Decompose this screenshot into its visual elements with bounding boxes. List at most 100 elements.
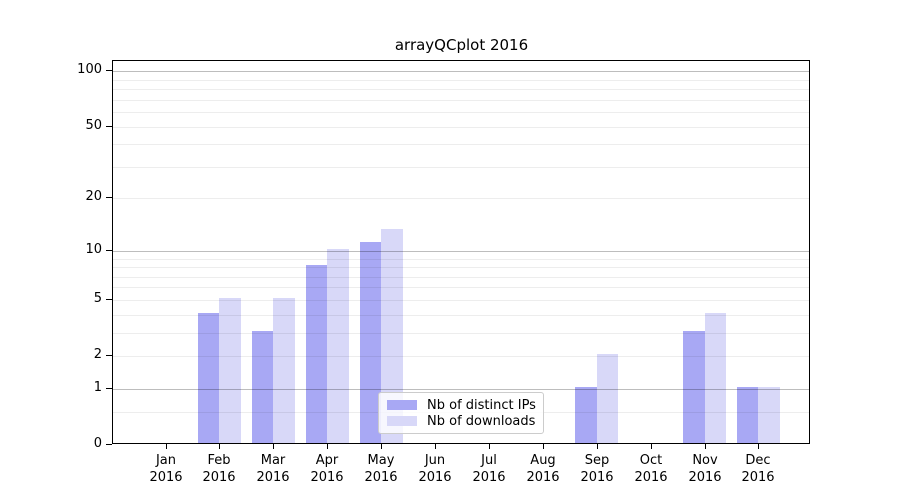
x-tick-label-year: 2016 [741, 470, 775, 485]
chart-title: arrayQCplot 2016 [394, 36, 529, 54]
x-tick-label-year: 2016 [472, 470, 506, 485]
minor-gridline [113, 276, 809, 278]
y-tick-mark [106, 70, 112, 71]
y-tick-label: 2 [93, 347, 102, 362]
minor-gridline [113, 112, 809, 113]
x-tick-mark [597, 444, 598, 449]
x-tick-label-month: Nov [692, 453, 718, 468]
bar-sep-downloads [596, 354, 619, 443]
y-tick-label: 20 [85, 189, 102, 204]
x-tick-label: Oct 2016 [621, 452, 681, 486]
y-tick-mark [106, 388, 112, 389]
bar-feb-distinct-ips [197, 312, 220, 443]
x-tick-mark [758, 444, 759, 449]
y-tick-mark [106, 299, 112, 300]
minor-gridline [113, 99, 809, 101]
x-tick-label-month: May [367, 453, 395, 468]
bar-dec-downloads [758, 386, 780, 443]
x-tick-label-year: 2016 [364, 470, 398, 485]
x-tick-label-year: 2016 [310, 470, 344, 485]
y-tick-mark [106, 444, 112, 445]
x-tick-label: Jul 2016 [459, 452, 519, 486]
y-tick-mark [106, 355, 112, 356]
bar-mar-distinct-ips [251, 330, 274, 443]
x-tick-mark [381, 444, 382, 449]
gridlines-layer [113, 61, 809, 443]
x-tick-mark [273, 444, 274, 449]
legend-swatch-downloads [387, 416, 417, 426]
x-tick-label-year: 2016 [688, 470, 722, 485]
x-tick-label: Apr 2016 [297, 452, 357, 486]
minor-gridline [113, 299, 809, 301]
bar-sep-distinct-ips [575, 386, 597, 443]
bar-feb-downloads [219, 297, 241, 443]
major-gridline [113, 388, 809, 390]
minor-gridline [113, 287, 809, 289]
x-tick-label-month: Jul [481, 453, 497, 468]
y-tick-label: 50 [85, 118, 102, 133]
y-tick-label: 1 [93, 380, 102, 395]
x-tick-label-year: 2016 [149, 470, 183, 485]
x-tick-label-month: Feb [207, 453, 231, 468]
minor-gridline [113, 356, 809, 357]
major-gridline [113, 250, 809, 252]
minor-gridline [113, 144, 809, 146]
minor-gridline [113, 258, 809, 260]
major-gridline [113, 71, 809, 73]
x-tick-label-month: Jan [155, 453, 177, 468]
x-tick-label-year: 2016 [526, 470, 560, 485]
y-tick-label: 10 [85, 242, 102, 257]
minor-gridline [113, 198, 809, 200]
x-tick-label-month: Apr [315, 453, 339, 468]
minor-gridline [113, 166, 809, 168]
x-tick-label: Sep 2016 [567, 452, 627, 486]
x-tick-label-year: 2016 [418, 470, 452, 485]
y-tick-label: 0 [93, 436, 102, 451]
y-tick-label: 5 [93, 291, 102, 306]
x-tick-mark [705, 444, 706, 449]
x-tick-label: Nov 2016 [675, 452, 735, 486]
x-tick-mark [543, 444, 544, 449]
x-tick-label-year: 2016 [202, 470, 236, 485]
x-tick-label-month: Aug [530, 453, 556, 468]
x-tick-label-month: Jun [424, 453, 446, 468]
y-tick-mark [106, 250, 112, 251]
y-tick-mark [106, 197, 112, 198]
x-tick-mark [435, 444, 436, 449]
x-tick-mark [489, 444, 490, 449]
minor-gridline [113, 126, 809, 128]
bar-nov-distinct-ips [683, 330, 705, 443]
x-tick-label: Jan 2016 [136, 452, 196, 486]
x-tick-label: Dec 2016 [728, 452, 788, 486]
x-tick-label: Aug 2016 [513, 452, 573, 486]
bar-may-distinct-ips [359, 241, 382, 443]
minor-gridline [113, 332, 809, 334]
x-tick-label: Jun 2016 [405, 452, 465, 486]
minor-gridline [113, 79, 809, 81]
x-tick-label: May 2016 [351, 452, 411, 486]
y-tick-label: 100 [77, 62, 102, 77]
x-tick-mark [327, 444, 328, 449]
x-tick-label: Feb 2016 [189, 452, 249, 486]
legend-label-distinct-ips: Nb of distinct IPs [427, 397, 536, 413]
legend-label-downloads: Nb of downloads [427, 413, 536, 429]
bar-apr-distinct-ips [305, 265, 328, 443]
bar-nov-downloads [704, 312, 726, 443]
x-tick-label-year: 2016 [580, 470, 614, 485]
x-tick-mark [166, 444, 167, 449]
x-tick-label-month: Dec [745, 453, 771, 468]
minor-gridline [113, 314, 809, 316]
x-tick-mark [651, 444, 652, 449]
x-tick-mark [219, 444, 220, 449]
minor-gridline [113, 89, 809, 90]
plot-area [112, 60, 810, 444]
bar-apr-downloads [327, 248, 349, 443]
minor-gridline [113, 267, 809, 268]
bar-dec-distinct-ips [736, 386, 759, 443]
x-tick-label-month: Oct [639, 453, 663, 468]
x-tick-label-year: 2016 [634, 470, 668, 485]
x-tick-label-month: Sep [584, 453, 610, 468]
legend-entry-downloads: Nb of downloads [387, 413, 535, 429]
x-tick-label-year: 2016 [256, 470, 290, 485]
